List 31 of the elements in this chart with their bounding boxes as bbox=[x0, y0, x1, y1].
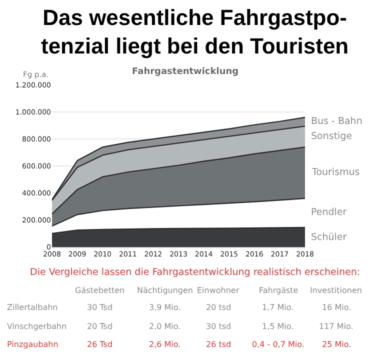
text: Fahrgäste bbox=[259, 286, 298, 295]
series-label: Tourismus bbox=[311, 167, 360, 178]
text: 30 tsd bbox=[206, 322, 232, 331]
chart-title: Das wesentliche Fahrgastpo- tenzial liegt bei den Touristen bbox=[41, 5, 349, 59]
text: 2,0 Mio. bbox=[149, 322, 181, 331]
text: 1,7 Mio. bbox=[262, 303, 294, 312]
text: Vinschgerbahn bbox=[7, 322, 67, 331]
text: Nächtigungen bbox=[137, 286, 194, 295]
text: 20 tsd bbox=[206, 303, 232, 312]
text: 0,4 - 0,7 Mio. bbox=[252, 340, 304, 349]
series-label: Bus - Bahn bbox=[311, 116, 362, 127]
series-label: Sonstige bbox=[311, 131, 352, 142]
chart-subtitle: Fahrgastentwicklung bbox=[132, 67, 239, 77]
text: Gästebetten bbox=[75, 286, 125, 295]
text: 30 Tsd bbox=[87, 303, 113, 312]
text: 26 Tsd bbox=[87, 340, 113, 349]
text: Investitionen bbox=[310, 286, 362, 295]
text: 16 Mio. bbox=[322, 303, 352, 312]
text: Zillertalbahn bbox=[7, 303, 58, 312]
text: 1,5 Mio. bbox=[262, 322, 294, 331]
text: 2,6 Mio. bbox=[149, 340, 181, 349]
text: 3,9 Mio. bbox=[149, 303, 181, 312]
text: Die Vergleiche lassen die Fahrgastentwicklung realistisch erscheinen: bbox=[30, 267, 360, 278]
series-label: Schüler bbox=[311, 232, 347, 243]
text: 26 tsd bbox=[206, 340, 232, 349]
text: 25 Mio. bbox=[322, 340, 352, 349]
series-label: Pendler bbox=[311, 207, 347, 218]
text: Einwohner bbox=[197, 286, 240, 295]
text: 117 Mio. bbox=[319, 322, 354, 331]
text: 20 Tsd bbox=[87, 322, 113, 331]
text: Pinzgaubahn bbox=[7, 340, 58, 349]
